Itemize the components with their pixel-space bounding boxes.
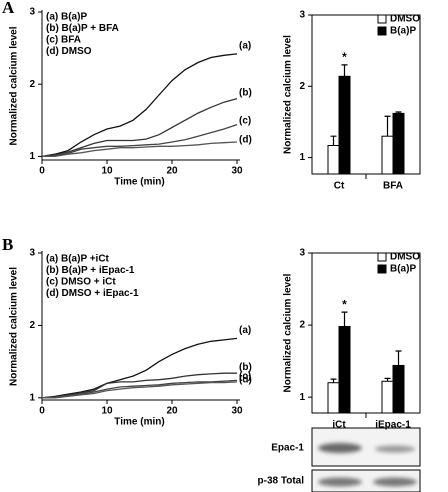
x-axis-label: Time (min) (114, 177, 164, 188)
error-bar (384, 115, 391, 137)
x-tick-label: iCt (332, 420, 346, 431)
legend-entry: (a) B(a)P +iCt (46, 254, 110, 265)
x-tick-label: BFA (383, 181, 403, 192)
line-label: (a) (239, 325, 251, 336)
y-tick-label: 1 (299, 392, 305, 403)
y-tick-label: 2 (299, 320, 305, 331)
x-tick-label: iEpac-1 (375, 420, 411, 431)
x-tick-label: 0 (39, 406, 45, 417)
y-tick-label: 2 (29, 79, 35, 90)
bar (338, 75, 351, 175)
band (373, 477, 417, 487)
x-tick-label: 10 (101, 166, 113, 177)
x-tick-label: Ct (334, 181, 345, 192)
line (41, 123, 238, 158)
error-bar (330, 378, 337, 383)
line-label: (c) (239, 115, 251, 126)
bar (338, 326, 351, 414)
x-axis-label: Time (min) (114, 417, 164, 428)
y-axis-label: Normalized calcium level (9, 267, 20, 386)
error-bar (395, 111, 402, 114)
line (41, 97, 238, 158)
bar (327, 382, 340, 414)
x-tick-label: 20 (166, 166, 178, 177)
legend-entry: (c) BFA (46, 35, 81, 46)
y-tick-label: 1 (29, 151, 35, 162)
line (42, 381, 238, 399)
y-tick-label: 2 (29, 320, 35, 331)
line (41, 372, 237, 399)
legend-entry: (d) DMSO (46, 46, 92, 57)
error-bar (330, 135, 337, 146)
legend-entry: (b) B(a)P + iEpac-1 (46, 265, 135, 276)
bar (392, 112, 405, 175)
x-tick-label: 20 (166, 406, 178, 417)
legend-entry: (a) B(a)P (46, 12, 87, 23)
legend-swatch (377, 264, 387, 274)
legend-entry: DMSO (390, 252, 420, 263)
annotation: * (342, 297, 347, 311)
x-tick-label: 10 (101, 406, 113, 417)
x-tick-label: 30 (231, 166, 243, 177)
legend-entry: B(a)P (390, 264, 416, 275)
y-tick-label: 2 (299, 81, 305, 92)
y-tick-label: 3 (299, 248, 305, 259)
error-bar (341, 64, 348, 77)
x-tick-label: 0 (39, 166, 45, 177)
legend-swatch (377, 252, 387, 262)
legend-swatch (377, 14, 387, 24)
error-bar (395, 350, 402, 366)
line (41, 379, 238, 399)
line (42, 141, 238, 158)
x-tick-label: 30 (231, 406, 243, 417)
band (375, 445, 415, 453)
line-label: (c) (239, 371, 251, 382)
y-tick-label: 3 (29, 7, 35, 18)
legend-entry: (c) DMSO + iCt (46, 277, 116, 288)
bar (327, 144, 340, 175)
band (318, 443, 362, 453)
line-label: (b) (239, 362, 252, 373)
y-tick-label: 3 (299, 10, 305, 21)
blot-frame (311, 469, 421, 492)
error-bar (341, 311, 348, 327)
y-axis-label: Normalized calcium level (9, 26, 20, 145)
line (41, 337, 238, 399)
line-label: (d) (239, 135, 252, 146)
legend-entry: (d) DMSO + iEpac-1 (46, 288, 139, 299)
bar (392, 364, 405, 414)
annotation: * (342, 50, 347, 64)
y-axis-label: Normalized calcium level (283, 35, 294, 154)
bar (381, 135, 394, 175)
error-bar (384, 377, 391, 382)
y-tick-label: 3 (29, 248, 35, 259)
bar (381, 380, 394, 414)
legend-entry: (b) B(a)P + BFA (46, 23, 119, 34)
blot (311, 427, 421, 492)
line-label: (b) (239, 87, 252, 98)
line-label: (d) (239, 375, 252, 386)
y-tick-label: 1 (299, 152, 305, 163)
panel-label: A (2, 0, 15, 17)
y-tick-label: 1 (29, 392, 35, 403)
legend-entry: B(a)P (390, 26, 416, 37)
panel-label: B (2, 235, 13, 254)
blot-label: p-38 Total (258, 476, 305, 487)
y-axis-label: Normalized calcium level (283, 273, 294, 392)
blot-label: Epac-1 (271, 443, 304, 454)
line (41, 53, 238, 158)
band (318, 477, 362, 487)
legend-swatch (377, 26, 387, 36)
legend-entry: DMSO (390, 14, 420, 25)
line-label: (a) (239, 41, 251, 52)
